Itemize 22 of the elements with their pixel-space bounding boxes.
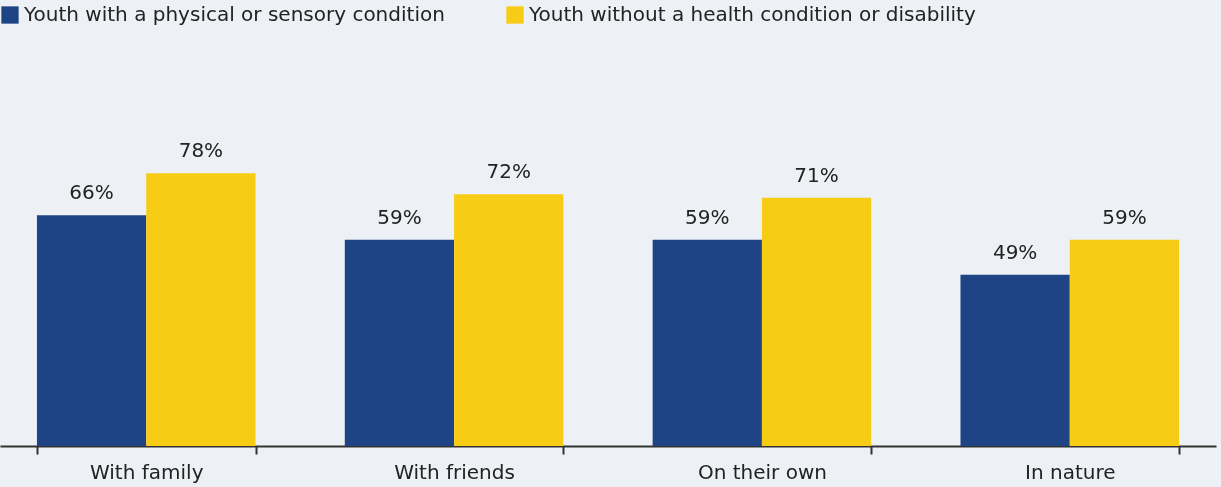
data-label: 78% bbox=[178, 138, 224, 163]
bar bbox=[960, 274, 1070, 446]
bar bbox=[344, 239, 455, 446]
bar bbox=[454, 194, 564, 446]
data-label: 59% bbox=[1102, 204, 1147, 229]
data-label: 49% bbox=[992, 239, 1038, 264]
bar bbox=[652, 239, 762, 446]
data-label: 71% bbox=[794, 162, 839, 187]
bar bbox=[1069, 239, 1180, 446]
bar bbox=[761, 197, 872, 446]
x-tick-label: With friends bbox=[394, 459, 515, 484]
x-tick-label: On their own bbox=[697, 459, 827, 484]
x-tick-label: In nature bbox=[1025, 459, 1116, 484]
bar bbox=[146, 173, 256, 446]
data-label: 59% bbox=[377, 204, 422, 229]
data-label: 72% bbox=[486, 159, 531, 184]
legend-label: Youth without a health condition or disability bbox=[528, 2, 976, 26]
bar bbox=[36, 215, 147, 446]
data-label: 66% bbox=[69, 180, 114, 205]
data-label: 59% bbox=[685, 204, 730, 229]
x-tick-label: With family bbox=[89, 459, 204, 484]
legend-label: Youth with a physical or sensory condition bbox=[23, 2, 445, 26]
